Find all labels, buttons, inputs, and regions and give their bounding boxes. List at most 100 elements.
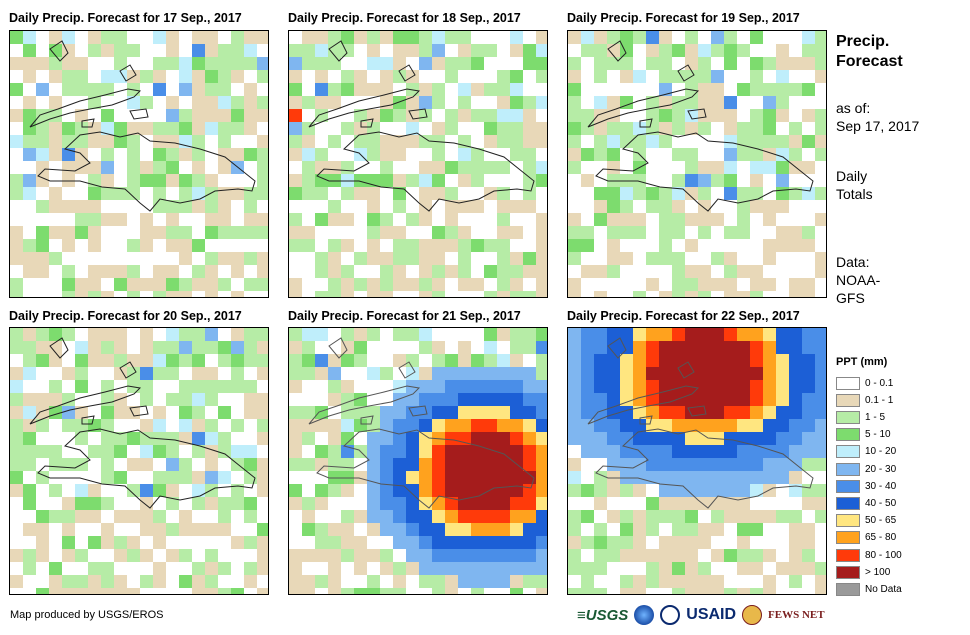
coastline [398,64,416,82]
coastline [360,118,374,128]
coastline [607,337,627,359]
legend-swatch [836,445,860,459]
coastline [677,361,695,379]
panel-title-4: Daily Precip. Forecast for 20 Sep., 2017 [9,309,242,323]
map-panel-5 [288,327,548,595]
legend-item: > 100 [836,565,890,579]
panel-title-3: Daily Precip. Forecast for 19 Sep., 2017 [567,11,800,25]
map-panel-2 [288,30,548,298]
precip-grid [10,328,268,594]
sidebar-data-line3: GFS [836,290,865,306]
map-panel-6 [567,327,827,595]
legend-swatch [836,393,860,407]
usaid-logo: USAID [686,606,737,623]
noaa-logo-icon [634,605,655,625]
legend-swatch [836,462,860,476]
coastline [119,64,137,82]
panel-title-5: Daily Precip. Forecast for 21 Sep., 2017 [288,309,521,323]
legend-swatch [836,548,860,562]
legend-label: 20 - 30 [865,463,897,475]
sidebar-asof-date: Sep 17, 2017 [836,118,920,134]
legend-item: No Data [836,582,902,596]
legend-item: 1 - 5 [836,410,885,424]
sidebar-title-line2: Forecast [836,53,903,70]
legend-label: 40 - 50 [865,497,897,509]
coastline [595,428,814,509]
coastline [119,361,137,379]
coastline [129,108,149,120]
legend-label: 10 - 20 [865,446,897,458]
legend-item: 0.1 - 1 [836,393,893,407]
legend-swatch [836,410,860,424]
coastline [316,131,535,212]
sidebar-daily: Daily Totals [836,167,873,203]
legend-swatch [836,428,860,442]
sidebar-daily-line2: Totals [836,186,873,202]
coastline [587,385,700,425]
legend-swatch [836,531,860,545]
legend-label: 0 - 0.1 [865,377,894,389]
coastline [29,88,142,128]
logo-strip: ≡USGS USAID FEWS NET [577,602,825,628]
precip-grid [568,328,826,594]
legend-label: No Data [865,583,902,595]
legend-item: 0 - 0.1 [836,376,893,390]
map-panel-4 [9,327,269,595]
legend-label: 50 - 65 [865,515,897,527]
legend-title: PPT (mm) [836,356,888,368]
legend-item: 5 - 10 [836,428,891,442]
coastline [49,40,69,62]
coastline [308,88,421,128]
coastline [49,337,69,359]
precip-grid [289,328,547,594]
legend-item: 20 - 30 [836,462,896,476]
precip-grid [568,31,826,297]
legend-swatch [836,376,860,390]
legend-swatch [836,514,860,528]
sidebar-asof: as of: Sep 17, 2017 [836,99,919,135]
legend-item: 50 - 65 [836,514,896,528]
usgs-logo: ≡USGS [577,606,629,624]
legend-item: 40 - 50 [836,496,896,510]
coastline [408,108,428,120]
coastline [687,108,707,120]
legend-label: 0.1 - 1 [865,394,894,406]
coastline [677,64,695,82]
legend-label: 65 - 80 [865,532,897,544]
coastline [639,415,653,425]
map-panel-1 [9,30,269,298]
legend-label: 5 - 10 [865,429,891,441]
legend-item: 80 - 100 [836,548,902,562]
map-panel-3 [567,30,827,298]
legend-label: > 100 [865,566,891,578]
legend-item: 65 - 80 [836,531,896,545]
legend-swatch [836,479,860,493]
precip-grid [10,31,268,297]
coastline [639,118,653,128]
coastline [607,40,627,62]
panel-title-6: Daily Precip. Forecast for 22 Sep., 2017 [567,309,800,323]
sidebar-asof-label: as of: [836,100,871,116]
sidebar-data-line1: Data: [836,254,870,270]
coastline [81,118,95,128]
coastline [316,428,535,509]
coastline [587,88,700,128]
precip-grid [289,31,547,297]
panel-title-1: Daily Precip. Forecast for 17 Sep., 2017 [9,11,242,25]
coastline [37,131,256,212]
usaid-seal-icon [660,605,681,625]
sidebar-data-line2: NOAA- [836,272,881,288]
sidebar-title-line1: Precip. [836,33,890,50]
coastline [37,428,256,509]
coastline [129,405,149,417]
legend-label: 80 - 100 [865,549,902,561]
fews-net-logo: FEWS NET [768,609,825,621]
legend-label: 1 - 5 [865,411,886,423]
coastline [29,385,142,425]
coastline [408,405,428,417]
sidebar-data-source: Data: NOAA- GFS [836,253,880,307]
coastline [308,385,421,425]
legend-item: 30 - 40 [836,479,896,493]
coastline [360,415,374,425]
coastline [687,405,707,417]
